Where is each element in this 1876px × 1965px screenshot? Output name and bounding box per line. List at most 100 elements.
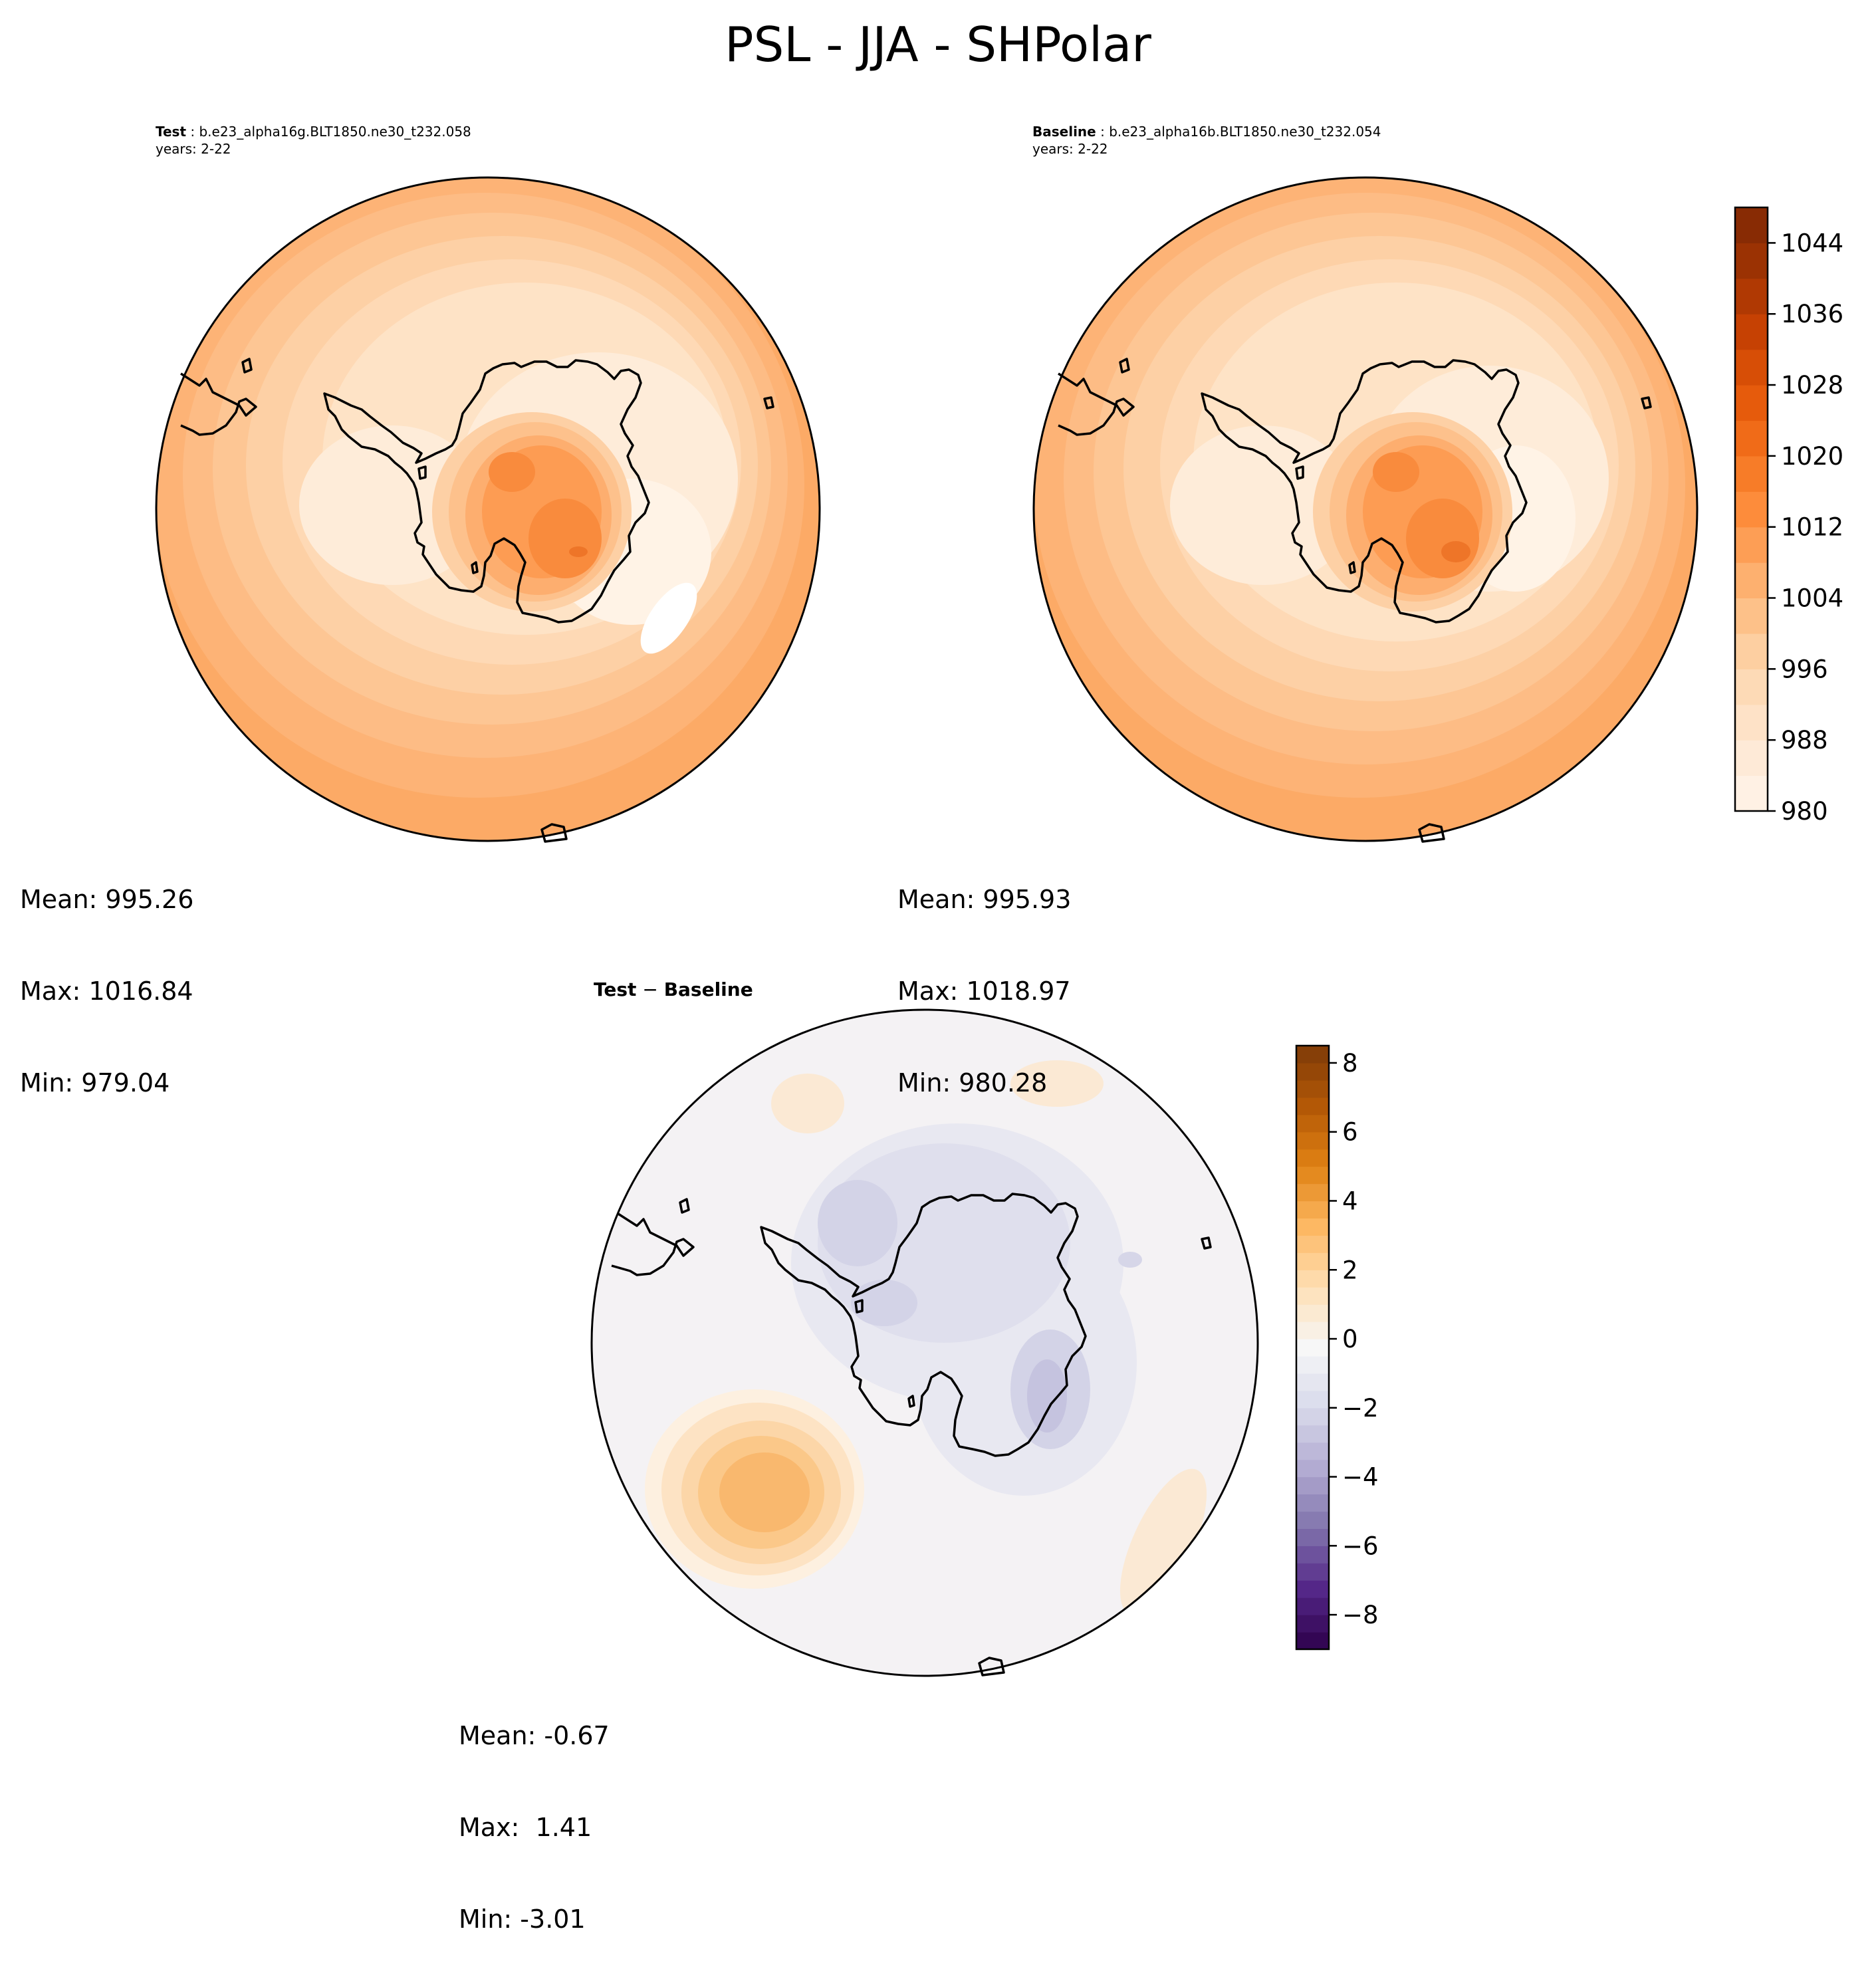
baseline-stats: Mean: 995.93 Max: 1018.97 Min: 980.28 bbox=[897, 823, 1071, 1129]
figure-title: PSL - JJA - SHPolar bbox=[725, 17, 1151, 72]
colorbar-segment bbox=[1735, 704, 1768, 741]
colorbar-tick-label: 1012 bbox=[1781, 513, 1843, 542]
difference-title-test: Test bbox=[594, 979, 637, 1000]
colorbar-segment bbox=[1735, 420, 1768, 457]
baseline-coastlines bbox=[1058, 358, 1652, 843]
colorbar-segment bbox=[1735, 278, 1768, 314]
colorbar-segment bbox=[1296, 1322, 1329, 1339]
colorbar-tick-label: 8 bbox=[1342, 1049, 1358, 1078]
colorbar-segment bbox=[1296, 1235, 1329, 1253]
colorbar-tick-label: 996 bbox=[1781, 655, 1828, 683]
difference-min: Min: -3.01 bbox=[459, 1905, 586, 1934]
difference-coastlines bbox=[611, 1193, 1212, 1676]
colorbar-tick-label: 980 bbox=[1781, 797, 1828, 826]
test-years: years: 2-22 bbox=[156, 141, 231, 157]
colorbar-segment bbox=[1296, 1304, 1329, 1322]
difference-title-operator: − bbox=[636, 979, 664, 1000]
colorbar-tick-label: 0 bbox=[1342, 1325, 1358, 1353]
colorbar-segment bbox=[1296, 1201, 1329, 1219]
colorbar-tick-label: −2 bbox=[1342, 1394, 1379, 1423]
colorbar-segment bbox=[1296, 1149, 1329, 1167]
test-min: Min: 979.04 bbox=[20, 1068, 170, 1098]
colorbar-segment bbox=[1735, 385, 1768, 421]
test-header: Test : b.e23_alpha16g.BLT1850.ne30_t232.… bbox=[156, 123, 471, 158]
test-separator: : bbox=[186, 124, 199, 140]
colorbar-segment bbox=[1296, 1131, 1329, 1150]
colorbar-segment bbox=[1735, 598, 1768, 634]
baseline-years: years: 2-22 bbox=[1032, 141, 1108, 157]
colorbar-difference: −8 −6 −4 −2 0 2 4 6 8 bbox=[1295, 1044, 1379, 1651]
colorbar-segment bbox=[1296, 1476, 1329, 1495]
colorbar-tick-label: 1004 bbox=[1781, 584, 1843, 613]
difference-max: Max: 1.41 bbox=[459, 1813, 592, 1842]
colorbar-tick-label: 2 bbox=[1342, 1256, 1358, 1284]
colorbar-segment bbox=[1296, 1097, 1329, 1115]
colorbar-segment bbox=[1735, 455, 1768, 492]
colorbar-segment bbox=[1735, 669, 1768, 705]
colorbar-segment bbox=[1735, 633, 1768, 669]
colorbar-tick-label: 1020 bbox=[1781, 442, 1843, 471]
baseline-label: Baseline bbox=[1032, 124, 1096, 140]
colorbar-segment bbox=[1296, 1580, 1329, 1598]
test-coastlines bbox=[180, 358, 774, 843]
colorbar-segment bbox=[1296, 1166, 1329, 1185]
colorbar-tick-label: −4 bbox=[1342, 1463, 1379, 1492]
colorbar-segment bbox=[1296, 1615, 1329, 1633]
colorbar-absolute: 980 988 996 1004 1012 1020 1028 1036 1044 bbox=[1734, 206, 1843, 826]
colorbar-segment bbox=[1296, 1114, 1329, 1133]
test-stats: Mean: 995.26 Max: 1016.84 Min: 979.04 bbox=[20, 823, 193, 1129]
colorbar-tick-label: 4 bbox=[1342, 1187, 1358, 1215]
colorbar-segment bbox=[1296, 1373, 1329, 1391]
baseline-map bbox=[1032, 176, 1699, 843]
colorbar-segment bbox=[1296, 1339, 1329, 1357]
colorbar-segment bbox=[1296, 1390, 1329, 1409]
colorbar-absolute-ticks: 980 988 996 1004 1012 1020 1028 1036 1044 bbox=[1768, 229, 1843, 826]
colorbar-segment bbox=[1735, 775, 1768, 812]
colorbar-segment bbox=[1735, 243, 1768, 279]
baseline-separator: : bbox=[1096, 124, 1110, 140]
colorbar-segment bbox=[1296, 1183, 1329, 1202]
colorbar-segment bbox=[1735, 207, 1768, 244]
difference-mean: Mean: -0.67 bbox=[459, 1721, 610, 1750]
baseline-header: Baseline : b.e23_alpha16b.BLT1850.ne30_t… bbox=[1032, 123, 1381, 158]
colorbar-tick-label: −6 bbox=[1342, 1532, 1379, 1560]
colorbar-segment bbox=[1296, 1546, 1329, 1563]
colorbar-segment bbox=[1296, 1425, 1329, 1443]
difference-title: Test − Baseline bbox=[594, 979, 753, 1000]
colorbar-segment bbox=[1296, 1407, 1329, 1426]
colorbar-segment bbox=[1296, 1270, 1329, 1288]
baseline-mean: Mean: 995.93 bbox=[897, 885, 1072, 914]
colorbar-segment bbox=[1296, 1563, 1329, 1581]
colorbar-segment bbox=[1735, 491, 1768, 528]
colorbar-tick-label: 988 bbox=[1781, 726, 1828, 754]
difference-title-baseline: Baseline bbox=[663, 979, 753, 1000]
colorbar-tick-label: 1044 bbox=[1781, 229, 1843, 257]
colorbar-tick-label: 6 bbox=[1342, 1118, 1358, 1147]
colorbar-segment bbox=[1296, 1287, 1329, 1305]
baseline-case: b.e23_alpha16b.BLT1850.ne30_t232.054 bbox=[1109, 124, 1381, 140]
colorbar-segment bbox=[1735, 314, 1768, 350]
colorbar-segment bbox=[1296, 1062, 1329, 1081]
difference-map bbox=[590, 1008, 1259, 1677]
colorbar-absolute-blocks bbox=[1735, 207, 1768, 812]
colorbar-segment bbox=[1296, 1046, 1329, 1064]
baseline-min: Min: 980.28 bbox=[897, 1068, 1048, 1098]
colorbar-segment bbox=[1296, 1252, 1329, 1270]
colorbar-tick-label: −8 bbox=[1342, 1601, 1379, 1629]
test-case: b.e23_alpha16g.BLT1850.ne30_t232.058 bbox=[199, 124, 471, 140]
test-max: Max: 1016.84 bbox=[20, 977, 193, 1006]
test-label: Test bbox=[156, 124, 187, 140]
baseline-max: Max: 1018.97 bbox=[897, 977, 1071, 1006]
colorbar-segment bbox=[1296, 1528, 1329, 1546]
colorbar-difference-ticks: −8 −6 −4 −2 0 2 4 6 8 bbox=[1329, 1049, 1379, 1629]
colorbar-tick-label: 1036 bbox=[1781, 300, 1843, 328]
colorbar-segment bbox=[1296, 1442, 1329, 1460]
colorbar-segment bbox=[1735, 740, 1768, 776]
colorbar-tick-label: 1028 bbox=[1781, 371, 1843, 400]
colorbar-segment bbox=[1735, 562, 1768, 599]
colorbar-segment bbox=[1296, 1355, 1329, 1374]
colorbar-segment bbox=[1296, 1511, 1329, 1529]
colorbar-segment bbox=[1735, 526, 1768, 563]
colorbar-segment bbox=[1296, 1218, 1329, 1236]
